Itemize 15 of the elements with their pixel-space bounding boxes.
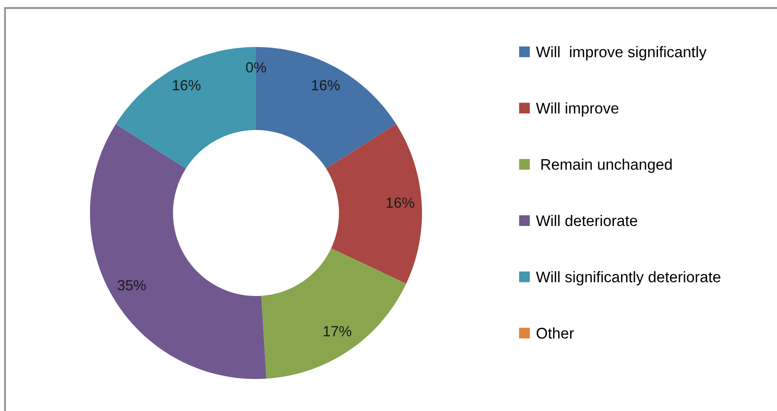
donut-slice: [90, 124, 266, 379]
data-label: 16%: [312, 80, 340, 90]
legend-label: Other: [536, 327, 574, 339]
data-label: 17%: [324, 326, 352, 336]
legend-label: Will significantly deteriorate: [536, 271, 720, 286]
legend-label: Will improve significantly: [536, 46, 707, 60]
legend-label: Remain unchanged: [541, 158, 672, 173]
data-label: 16%: [172, 80, 200, 90]
data-label: 16%: [386, 198, 414, 208]
data-label: 35%: [118, 280, 146, 290]
donut-slice: [326, 124, 422, 284]
donut-slice: [261, 248, 406, 379]
legend-label: Will improve: [536, 102, 618, 117]
legend-label: Will deteriorate: [536, 214, 638, 226]
text: 0%: [246, 62, 266, 72]
